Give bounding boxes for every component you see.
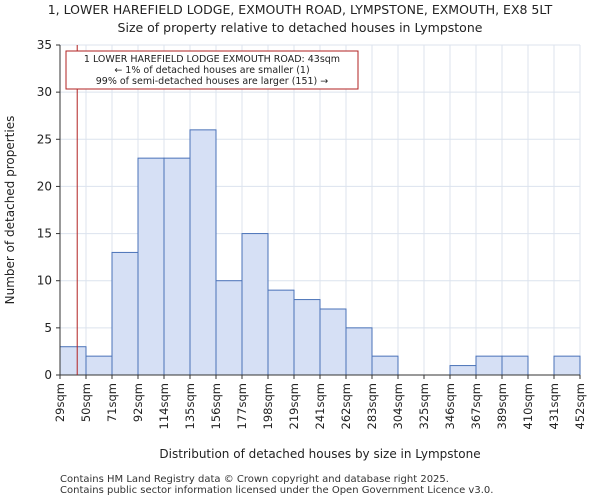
x-tick-label: 452sqm — [573, 383, 587, 429]
x-tick-label: 346sqm — [443, 383, 457, 429]
bar — [241, 233, 269, 376]
bar — [501, 355, 529, 376]
x-tick-label: 219sqm — [287, 383, 301, 429]
bar — [475, 355, 503, 376]
y-tick-label: 35 — [37, 38, 52, 52]
bar — [449, 365, 477, 376]
bar — [85, 355, 113, 376]
x-tick-label: 283sqm — [365, 383, 379, 429]
x-tick-label: 114sqm — [157, 383, 171, 429]
bar — [345, 327, 373, 376]
x-tick-label: 177sqm — [235, 383, 249, 429]
y-tick-label: 15 — [37, 227, 52, 241]
annotation-box — [65, 50, 359, 90]
x-tick-label: 29sqm — [53, 383, 67, 422]
x-tick-label: 92sqm — [131, 383, 145, 422]
y-tick-label: 5 — [44, 321, 52, 335]
bar — [163, 157, 191, 376]
y-axis-label: Number of detached properties — [3, 116, 17, 305]
x-axis-label: Distribution of detached houses by size … — [159, 447, 480, 461]
bar — [59, 346, 87, 376]
x-tick-label: 304sqm — [391, 383, 405, 429]
y-tick-label: 20 — [37, 179, 52, 193]
bar — [553, 355, 581, 376]
bar — [371, 355, 399, 376]
footer-licence: Contains public sector information licen… — [60, 485, 494, 496]
footer-copyright: Contains HM Land Registry data © Crown c… — [60, 474, 449, 485]
x-tick-label: 156sqm — [209, 383, 223, 429]
y-tick-label: 30 — [37, 85, 52, 99]
bar — [189, 129, 217, 376]
x-tick-label: 389sqm — [495, 383, 509, 429]
x-tick-label: 367sqm — [469, 383, 483, 429]
bar — [319, 308, 347, 376]
x-tick-label: 410sqm — [521, 383, 535, 429]
annotation-line: 1 LOWER HAREFIELD LODGE EXMOUTH ROAD: 43… — [84, 54, 340, 65]
bar — [111, 251, 139, 376]
x-tick-label: 198sqm — [261, 383, 275, 429]
y-tick-label: 0 — [44, 368, 52, 382]
bar — [137, 157, 165, 376]
bar — [215, 280, 243, 376]
x-tick-label: 325sqm — [417, 383, 431, 429]
x-tick-label: 50sqm — [79, 383, 93, 422]
x-tick-label: 262sqm — [339, 383, 353, 429]
y-tick-label: 10 — [37, 274, 52, 288]
x-tick-label: 241sqm — [313, 383, 327, 429]
annotation-line: ← 1% of detached houses are smaller (1) — [114, 65, 309, 76]
y-tick-label: 25 — [37, 132, 52, 146]
chart-title: 1, LOWER HAREFIELD LODGE, EXMOUTH ROAD, … — [47, 2, 553, 17]
annotation-line: 99% of semi-detached houses are larger (… — [96, 76, 329, 87]
x-tick-label: 431sqm — [547, 383, 561, 429]
chart-subtitle: Size of property relative to detached ho… — [117, 20, 483, 35]
bar — [293, 299, 321, 376]
bar — [267, 289, 295, 376]
x-tick-label: 71sqm — [105, 383, 119, 422]
x-tick-label: 135sqm — [183, 383, 197, 429]
